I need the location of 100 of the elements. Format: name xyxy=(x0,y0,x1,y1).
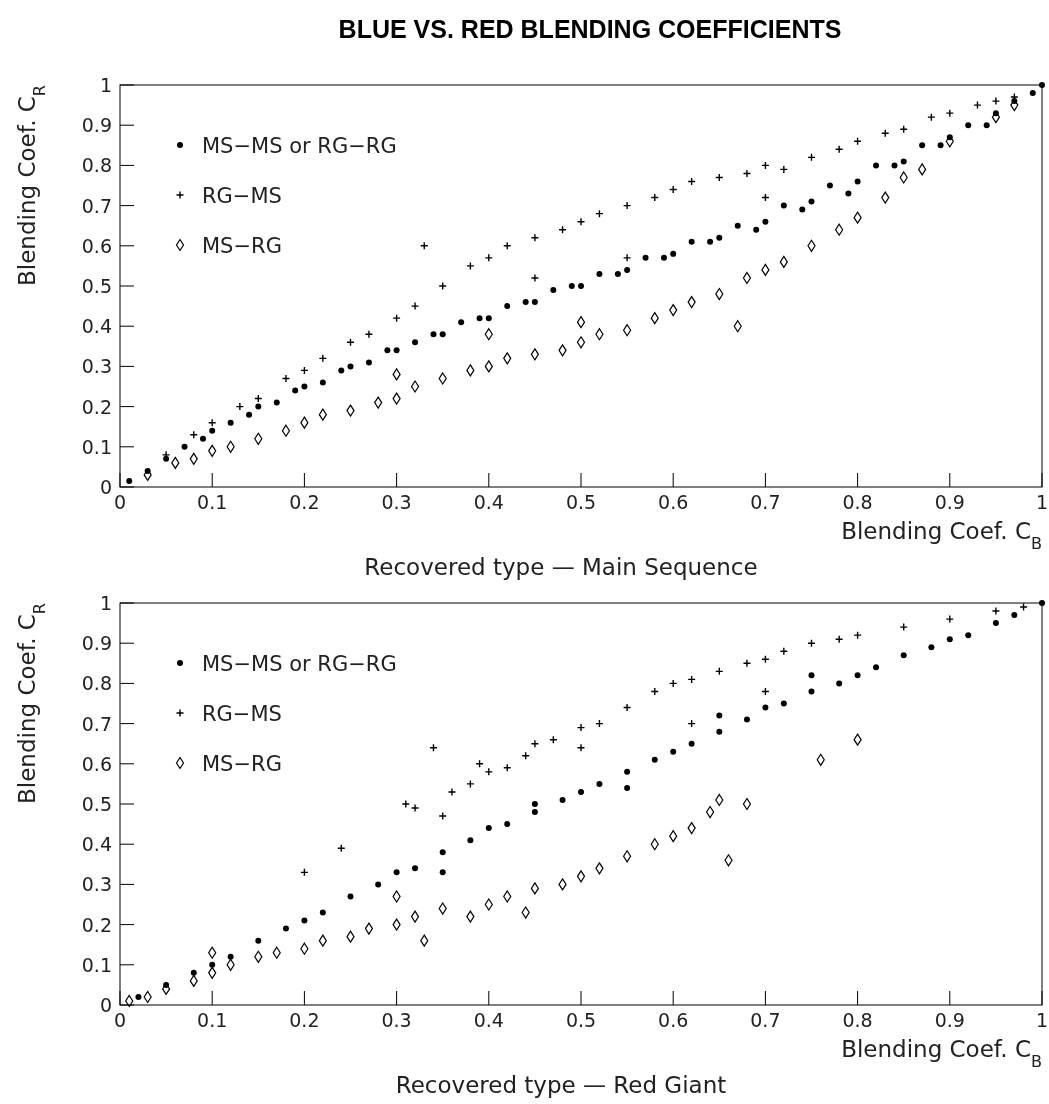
point xyxy=(622,253,632,263)
point xyxy=(742,271,752,285)
x-tick-label: 0.4 xyxy=(473,1009,504,1031)
point xyxy=(779,647,789,656)
x-tick-label: 0.8 xyxy=(842,491,873,513)
y-tick-label: 0.3 xyxy=(81,873,112,896)
point xyxy=(651,756,658,763)
point xyxy=(476,315,483,322)
point xyxy=(991,96,1001,106)
point xyxy=(273,399,280,406)
x-tick-label: 0.7 xyxy=(750,491,781,513)
point xyxy=(375,881,382,888)
point xyxy=(485,315,492,322)
point xyxy=(318,354,328,363)
point xyxy=(467,837,474,844)
point xyxy=(1039,82,1045,88)
point xyxy=(430,331,437,338)
point xyxy=(209,427,216,434)
y-tick-label: 0 xyxy=(99,994,112,1016)
point xyxy=(705,805,715,819)
point xyxy=(531,809,538,816)
y-tick-label: 0.1 xyxy=(81,435,112,458)
point xyxy=(281,374,291,383)
point xyxy=(319,379,326,386)
point xyxy=(965,122,972,129)
x-tick-label: 0.1 xyxy=(197,1009,228,1031)
y-tick-label: 0.8 xyxy=(81,672,112,695)
point xyxy=(235,402,245,411)
point xyxy=(873,162,880,169)
point xyxy=(410,910,420,923)
point xyxy=(808,672,815,679)
point xyxy=(670,250,677,257)
point xyxy=(504,821,511,828)
point xyxy=(716,728,723,735)
point xyxy=(707,238,714,245)
y-tick-label: 0 xyxy=(99,476,112,498)
point xyxy=(181,443,188,450)
point xyxy=(873,664,880,671)
x-tick-label: 0.9 xyxy=(934,1009,965,1031)
point xyxy=(642,254,649,261)
point xyxy=(622,703,632,712)
x-tick-label: 0.2 xyxy=(289,1009,320,1031)
point xyxy=(485,825,492,832)
point xyxy=(255,403,262,410)
x-axis-title: Blending Coef. C$_{B}$ xyxy=(841,1036,1042,1071)
point xyxy=(412,865,419,872)
point xyxy=(1029,90,1036,97)
point xyxy=(780,202,787,209)
y-tick-label: 0.7 xyxy=(81,712,112,735)
point xyxy=(734,222,741,229)
point xyxy=(1039,600,1045,606)
point xyxy=(484,253,493,263)
point xyxy=(854,672,861,679)
x-tick-label: 0.6 xyxy=(658,491,689,513)
point xyxy=(900,158,907,165)
point xyxy=(716,234,723,241)
point xyxy=(126,477,133,484)
point xyxy=(928,644,935,651)
point xyxy=(742,797,752,811)
point xyxy=(845,190,852,197)
point xyxy=(742,659,752,668)
point xyxy=(927,112,936,122)
point xyxy=(762,704,769,711)
point xyxy=(596,270,603,277)
point xyxy=(531,801,538,807)
text: Recovered type — Main Sequence xyxy=(364,554,758,580)
point xyxy=(531,299,538,306)
point xyxy=(568,283,575,289)
point xyxy=(282,925,289,932)
point xyxy=(503,241,512,250)
point xyxy=(292,387,299,394)
point xyxy=(762,218,769,225)
y-tick-label: 0.4 xyxy=(81,315,112,338)
x-tick-label: 0.2 xyxy=(289,491,320,513)
point xyxy=(559,796,566,803)
point xyxy=(281,424,291,437)
point xyxy=(365,359,372,366)
point xyxy=(484,767,493,777)
point xyxy=(899,622,908,632)
point xyxy=(624,784,631,791)
point xyxy=(576,743,586,752)
legend-label: MS−RG xyxy=(202,234,282,258)
point xyxy=(576,870,586,883)
point xyxy=(504,303,511,310)
point xyxy=(1019,602,1028,612)
point xyxy=(743,716,750,723)
y-tick-label: 0.6 xyxy=(81,234,112,257)
point xyxy=(392,313,401,323)
x-tick-label: 0.9 xyxy=(934,491,965,513)
legend-label: MS−MS or RG−RG xyxy=(202,652,397,676)
legend-label: MS−MS or RG−RG xyxy=(202,134,397,158)
point xyxy=(919,142,926,149)
point xyxy=(834,634,844,644)
point xyxy=(439,869,446,876)
point xyxy=(364,922,374,935)
y-tick-label: 0.1 xyxy=(81,953,112,976)
y-tick-label: 0.7 xyxy=(81,194,112,217)
point xyxy=(779,165,789,174)
point xyxy=(753,226,760,233)
x-tick-label: 0.3 xyxy=(381,491,412,513)
